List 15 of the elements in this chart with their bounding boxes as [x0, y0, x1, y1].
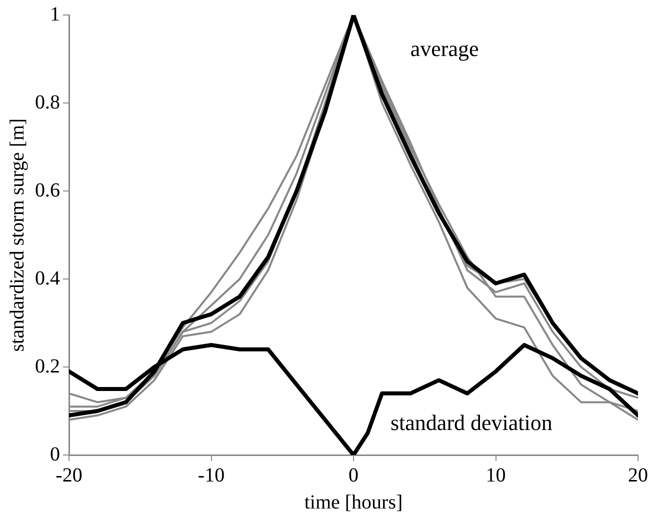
x-tick-label: 10 [486, 464, 506, 486]
x-tick-label: 20 [628, 464, 648, 486]
y-tick-label: 0.4 [35, 267, 60, 290]
y-tick-label: 0.6 [35, 179, 60, 202]
y-tick-label: 1 [50, 3, 60, 26]
annotation: standard deviation [390, 410, 552, 435]
x-tick-label: -10 [198, 464, 225, 486]
x-axis-title: time [hours] [304, 491, 403, 514]
y-tick-label: 0.8 [35, 91, 60, 114]
y-axis-title: standardized storm surge [m] [6, 118, 28, 352]
x-tick-label: -20 [56, 464, 82, 486]
annotation: average [410, 36, 479, 61]
y-tick-label: 0.2 [35, 355, 60, 378]
y-tick-label: 0 [50, 443, 60, 466]
x-tick-label: 0 [348, 464, 358, 486]
